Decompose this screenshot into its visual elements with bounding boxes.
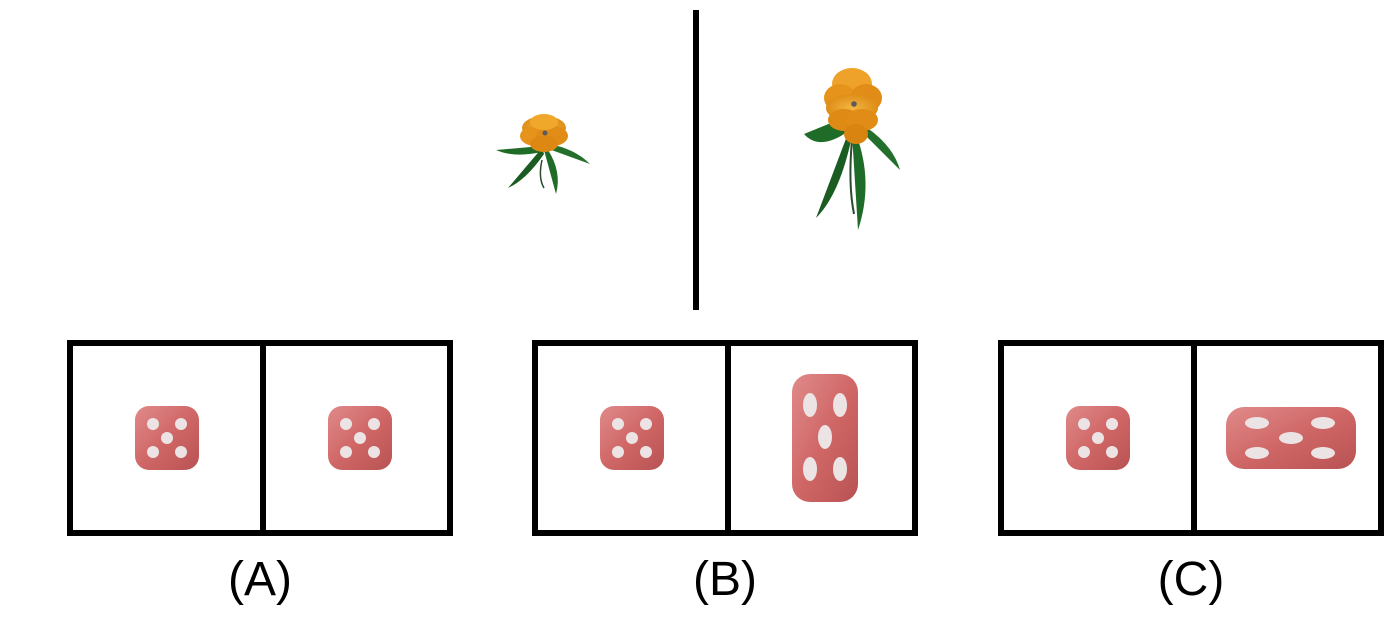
die-five-icon [599,406,664,470]
option-c-separator [1191,346,1197,530]
option-c-label: (C) [1157,553,1225,606]
option-a-panel[interactable] [67,340,453,536]
die-five-icon [327,406,392,470]
die-five-stretched-horizontal-icon [1225,407,1356,469]
option-b-panel[interactable] [532,340,918,536]
option-a-label: (A) [228,553,292,606]
option-c-right-pane [1197,346,1384,530]
center-divider [693,10,699,310]
option-c-panel[interactable] [998,340,1384,536]
flower-large-icon [804,68,900,230]
flower-small-icon [496,114,590,194]
option-b-separator [725,346,731,530]
option-b-label: (B) [693,553,757,606]
option-b-left-pane [538,346,725,530]
option-a-separator [260,346,266,530]
option-a-left-pane [73,346,260,530]
flower-large-image [800,64,904,230]
option-b-right-pane [731,346,918,530]
die-five-icon [1065,406,1130,470]
flower-small-image [492,112,594,198]
die-five-icon [134,406,199,470]
option-a-right-pane [266,346,453,530]
option-c-left-pane [1004,346,1191,530]
die-five-stretched-vertical-icon [791,374,858,502]
